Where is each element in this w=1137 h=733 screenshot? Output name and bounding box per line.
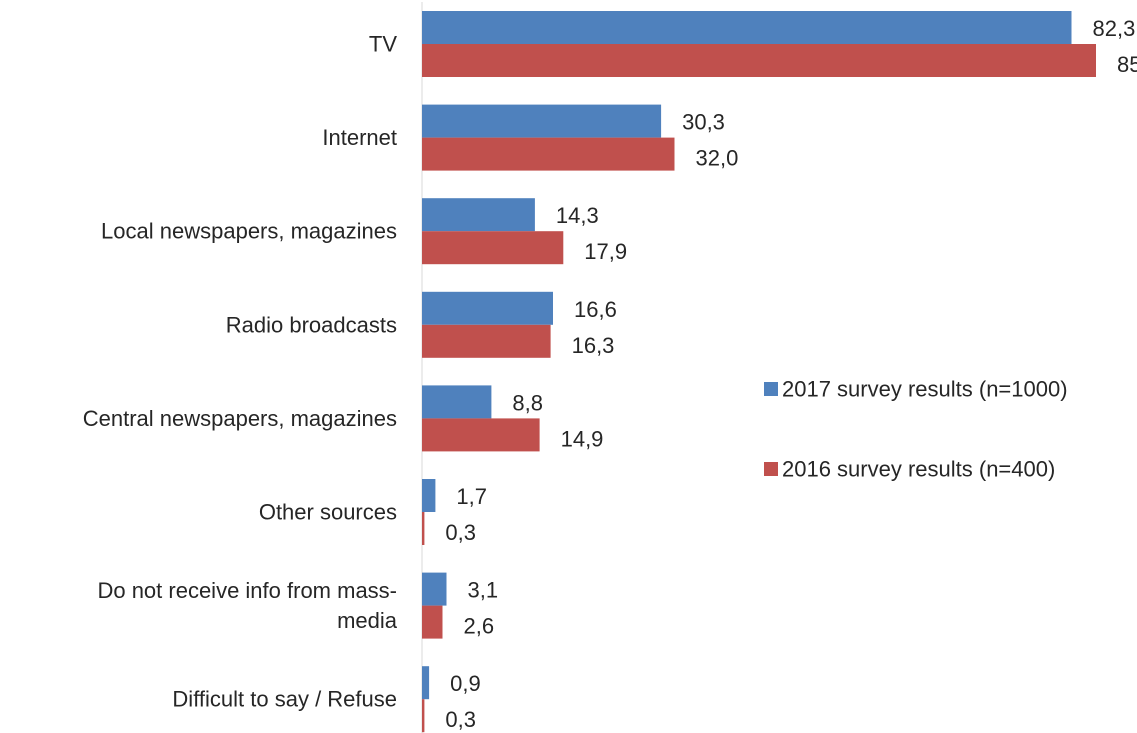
bar-2016	[422, 137, 675, 171]
bar-2017	[422, 385, 492, 419]
bar-2016	[422, 324, 551, 358]
value-label: 16,3	[572, 333, 615, 358]
value-label: 2,6	[464, 614, 495, 639]
value-label: 17,9	[584, 239, 627, 264]
category-label: Do not receive info from mass-	[97, 578, 397, 603]
bar-2016	[422, 44, 1096, 77]
value-label: 85,4	[1117, 52, 1137, 77]
bars-group	[422, 11, 1096, 733]
value-label: 16,6	[574, 297, 617, 322]
value-label: 0,3	[445, 520, 476, 545]
value-label: 82,3	[1093, 16, 1136, 41]
bar-2017	[422, 666, 430, 700]
value-label: 0,3	[445, 707, 476, 732]
bar-2017	[422, 198, 535, 232]
category-label: Other sources	[259, 500, 397, 525]
legend-label: 2017 survey results (n=1000)	[782, 377, 1068, 402]
category-label: Difficult to say / Refuse	[172, 687, 397, 712]
legend: 2017 survey results (n=1000) 2016 survey …	[764, 377, 1068, 482]
bar-2016	[422, 699, 425, 733]
value-label: 14,3	[556, 203, 599, 228]
bar-2016	[422, 512, 425, 545]
value-label: 3,1	[468, 578, 499, 603]
category-label: Local newspapers, magazines	[101, 219, 397, 244]
value-labels: 82,3 85,4 30,3 32,0 14,3 17,9 16,6 16,3 8,8 14,9 1…	[445, 16, 1137, 732]
category-label: Radio broadcasts	[226, 312, 397, 337]
bar-2016	[422, 418, 540, 452]
value-label: 30,3	[682, 110, 725, 135]
bar-2017	[422, 479, 436, 512]
legend-label: 2016 survey results (n=400)	[782, 457, 1055, 482]
bar-2016	[422, 231, 564, 265]
value-label: 8,8	[512, 390, 543, 415]
legend-swatch	[764, 382, 778, 396]
category-labels: TV Internet Local newspapers, magazines Rad…	[83, 32, 398, 712]
legend-swatch	[764, 462, 778, 476]
category-label: Central newspapers, magazines	[83, 406, 397, 431]
category-label: media	[337, 608, 398, 633]
value-label: 32,0	[696, 146, 739, 171]
bar-2017	[422, 572, 447, 606]
value-label: 0,9	[450, 671, 481, 696]
category-label: TV	[369, 32, 397, 57]
bar-2016	[422, 605, 443, 639]
value-label: 1,7	[456, 484, 487, 509]
bar-2017	[422, 104, 662, 138]
value-label: 14,9	[561, 426, 604, 451]
category-label: Internet	[322, 125, 397, 150]
bar-2017	[422, 291, 553, 325]
bar-2017	[422, 11, 1072, 44]
